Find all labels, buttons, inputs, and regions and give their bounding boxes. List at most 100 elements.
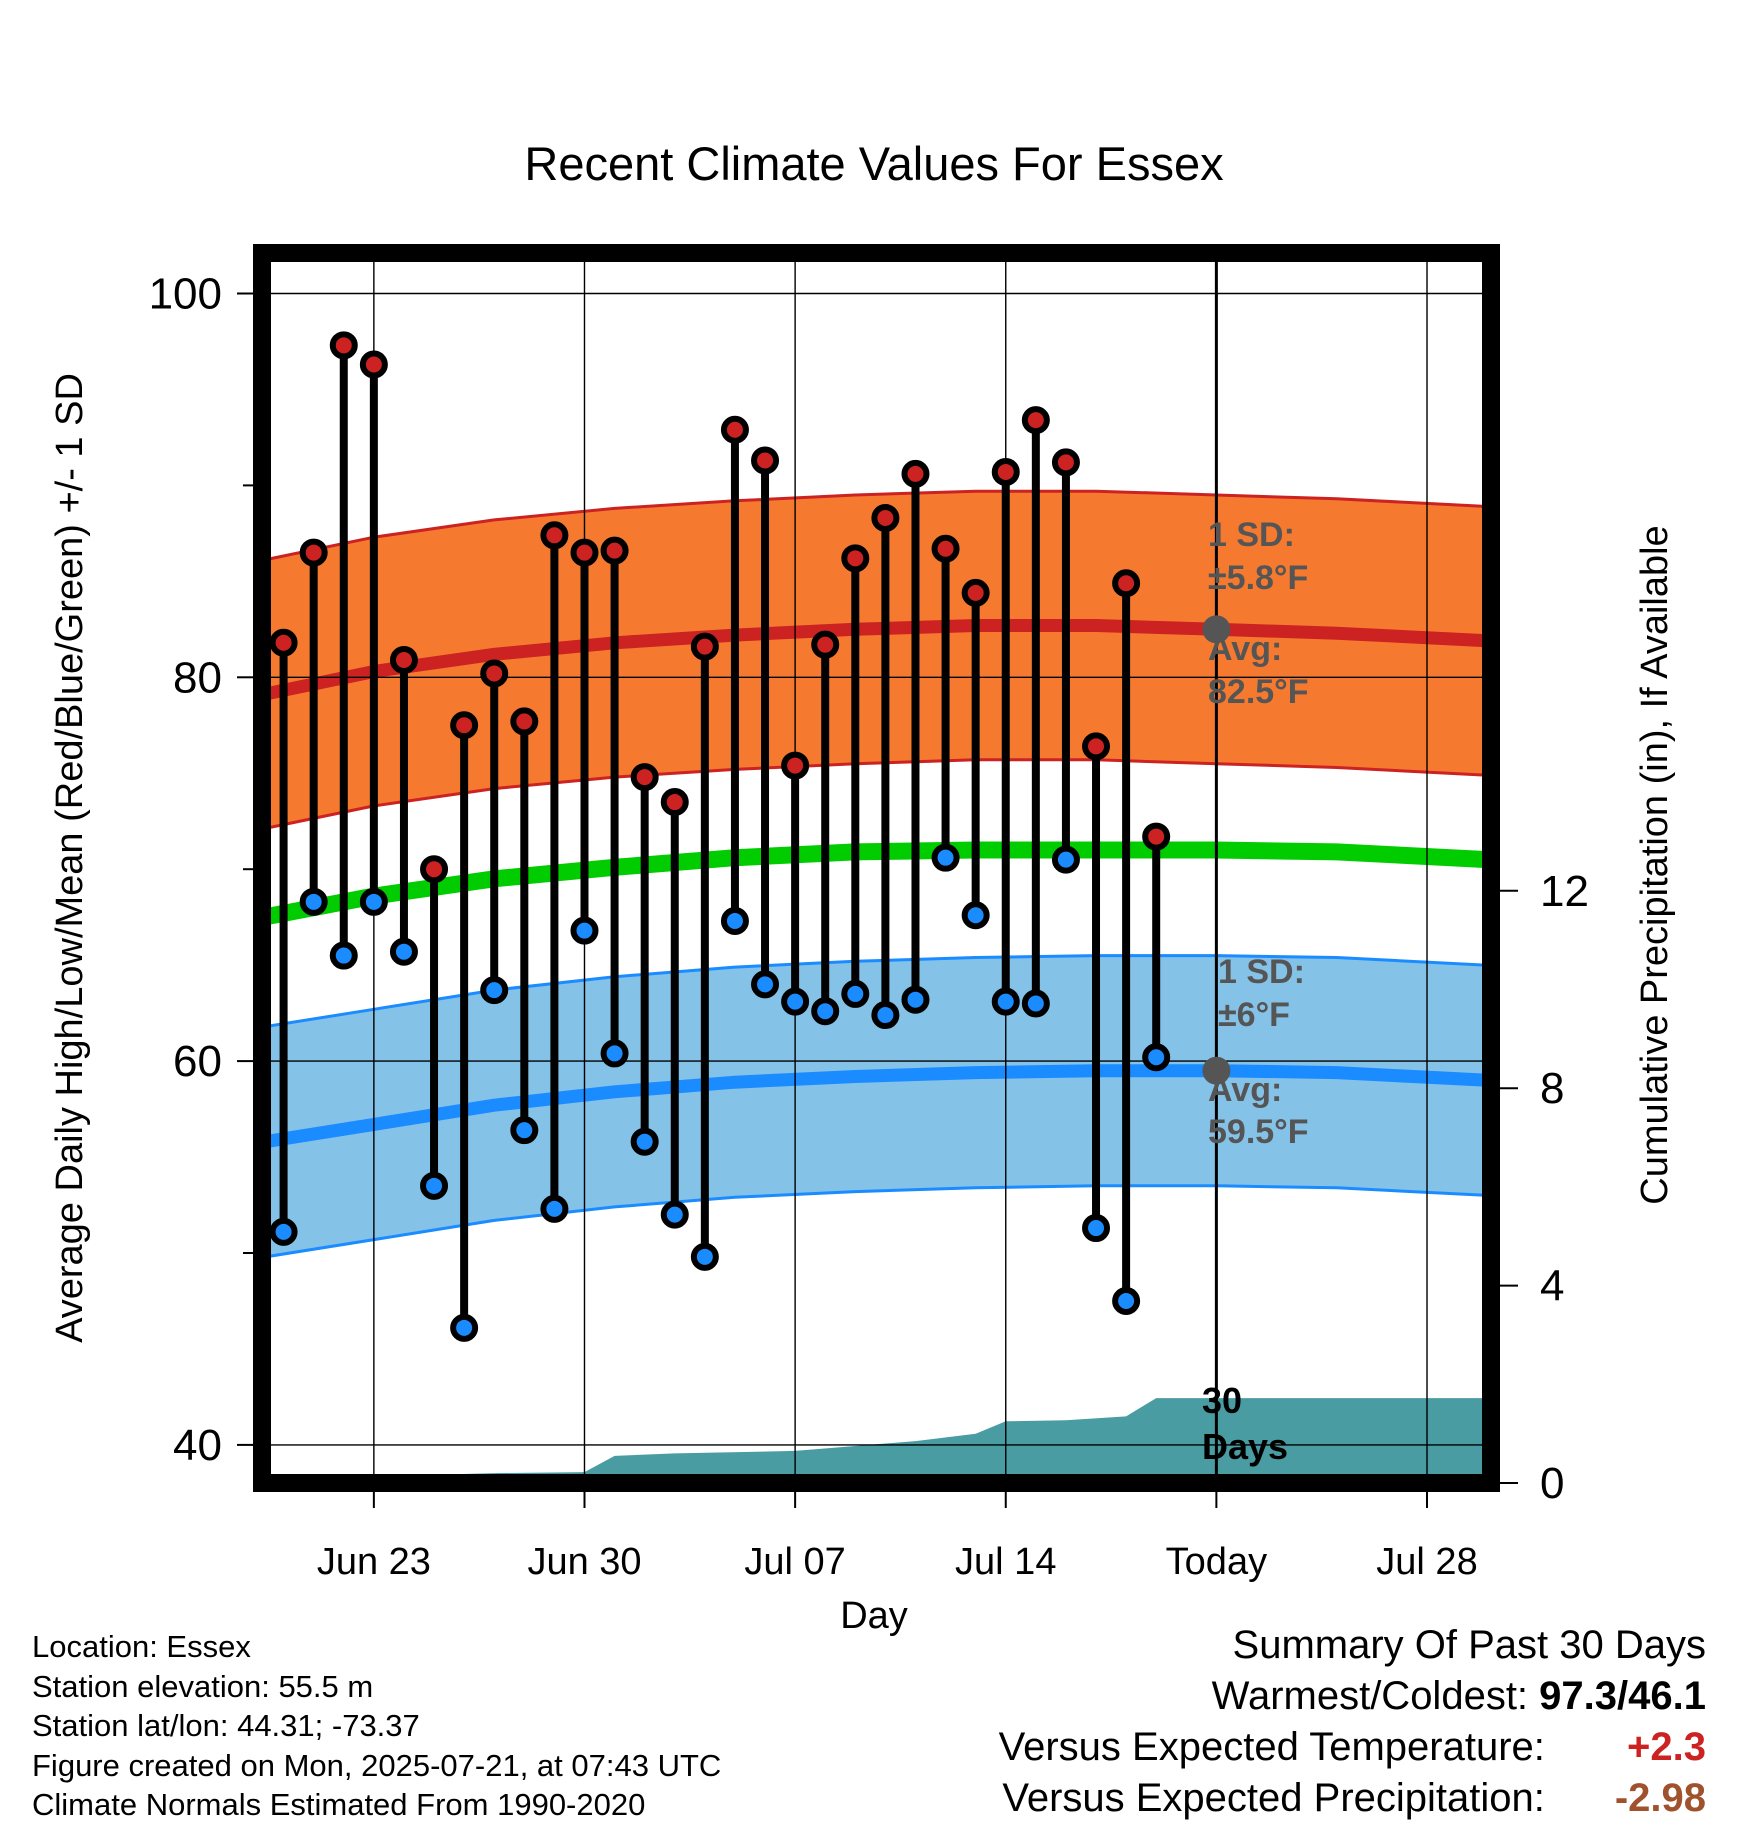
low-avg-value: 59.5°F <box>1208 1113 1309 1151</box>
low-point <box>510 1116 539 1145</box>
low-point <box>901 985 930 1014</box>
low-point <box>991 987 1020 1016</box>
x-tick-label: Jun 30 <box>527 1541 641 1583</box>
low-point <box>781 987 810 1016</box>
high-point <box>781 751 810 780</box>
summary-heading: Summary Of Past 30 Days <box>1232 1623 1706 1667</box>
low-point <box>811 997 840 1026</box>
temp-value: +2.3 <box>1627 1725 1706 1769</box>
y2-tick-label: 4 <box>1540 1262 1564 1311</box>
high-point <box>931 534 960 563</box>
high-point <box>1021 406 1050 435</box>
summary-warm-cold: Warmest/Coldest: 97.3/46.1 <box>999 1671 1706 1722</box>
high-point <box>450 711 479 740</box>
high-point <box>389 646 418 675</box>
low-point <box>359 887 388 916</box>
x-tick-label: Jul 14 <box>955 1541 1056 1583</box>
low-sd-value: ±6°F <box>1218 996 1290 1034</box>
low-point <box>389 937 418 966</box>
high-point <box>811 630 840 659</box>
temp-label: Versus Expected Temperature: <box>998 1725 1545 1769</box>
low-point <box>1051 845 1080 874</box>
latlon-text: Station lat/lon: 44.31; -73.37 <box>32 1708 420 1743</box>
low-point <box>329 941 358 970</box>
low-point <box>690 1242 719 1271</box>
summary-panel: Summary Of Past 30 Days Warmest/Coldest:… <box>999 1620 1706 1824</box>
high-point <box>961 578 990 607</box>
chart-title: Recent Climate Values For Essex <box>524 137 1223 190</box>
low-point <box>871 1001 900 1030</box>
low-normal-line <box>262 1064 1488 1149</box>
low-point <box>600 1039 629 1068</box>
y2-tick-label: 8 <box>1540 1064 1564 1113</box>
warm-cold-label: Warmest/Coldest: <box>1211 1674 1529 1718</box>
high-point <box>841 544 870 573</box>
low-band-lower-edge <box>262 1184 1488 1259</box>
y-tick-label: 40 <box>173 1421 222 1470</box>
low-point <box>480 976 509 1005</box>
observed-layer <box>269 331 1171 1342</box>
low-point <box>269 1217 298 1246</box>
high-point <box>600 536 629 565</box>
days-word-label: Days <box>1202 1426 1288 1467</box>
low-point <box>841 979 870 1008</box>
high-point <box>359 350 388 379</box>
low-point <box>1021 989 1050 1018</box>
low-point <box>961 901 990 930</box>
high-point <box>1112 569 1141 598</box>
precip-layer <box>262 1398 1488 1483</box>
low-point <box>540 1194 569 1223</box>
high-point <box>991 457 1020 486</box>
high-point <box>570 538 599 567</box>
low-point <box>420 1171 449 1200</box>
low-avg-marker <box>1202 1056 1231 1085</box>
y2-axis-label: Cumulative Precipitation (in), If Availa… <box>1634 525 1676 1204</box>
y-tick-label: 100 <box>149 270 222 319</box>
y-tick-label: 80 <box>173 653 222 702</box>
precip-value: -2.98 <box>1614 1776 1706 1820</box>
high-point <box>1082 732 1111 761</box>
low-point <box>660 1200 689 1229</box>
x-axis-label: Day <box>840 1595 908 1637</box>
days-count-label: 30 <box>1202 1380 1242 1421</box>
high-point <box>480 659 509 688</box>
low-point <box>630 1127 659 1156</box>
high-avg-marker <box>1202 615 1231 644</box>
high-point <box>1142 822 1171 851</box>
station-info: Location: Essex Station elevation: 55.5 … <box>32 1627 721 1825</box>
precip-area <box>262 1398 1488 1483</box>
high-point <box>540 521 569 550</box>
summary-temp: Versus Expected Temperature: +2.3 <box>999 1722 1706 1773</box>
low-sd-band <box>262 955 1488 1258</box>
high-point <box>751 446 780 475</box>
high-sd-label: 1 SD: <box>1208 516 1295 554</box>
high-point <box>660 788 689 817</box>
plot-frame <box>253 244 1500 1492</box>
y2-tick-label: 0 <box>1540 1459 1564 1508</box>
low-point <box>720 907 749 936</box>
low-point <box>299 887 328 916</box>
low-point <box>570 916 599 945</box>
low-point <box>450 1313 479 1342</box>
location-text: Location: Essex <box>32 1629 251 1664</box>
low-point <box>931 843 960 872</box>
high-point <box>630 763 659 792</box>
summary-precip: Versus Expected Precipitation: -2.98 <box>999 1773 1706 1824</box>
created-text: Figure created on Mon, 2025-07-21, at 07… <box>32 1747 722 1783</box>
high-point <box>420 855 449 884</box>
high-avg-value: 82.5°F <box>1208 673 1309 711</box>
x-tick-label: Jul 07 <box>744 1541 845 1583</box>
low-point <box>1082 1214 1111 1243</box>
elevation-text: Station elevation: 55.5 m <box>32 1668 374 1704</box>
y-axis-label: Average Daily High/Low/Mean (Red/Blue/Gr… <box>49 373 91 1343</box>
x-tick-label: Jun 23 <box>317 1541 431 1583</box>
low-point <box>1142 1043 1171 1072</box>
high-point <box>1051 448 1080 477</box>
precip-label: Versus Expected Precipitation: <box>1002 1776 1545 1820</box>
normals-period-text: Climate Normals Estimated From 1990-2020 <box>32 1787 646 1822</box>
high-sd-value: ±5.8°F <box>1208 559 1308 597</box>
high-point <box>720 415 749 444</box>
y-tick-label: 60 <box>173 1037 222 1086</box>
high-point <box>510 707 539 736</box>
